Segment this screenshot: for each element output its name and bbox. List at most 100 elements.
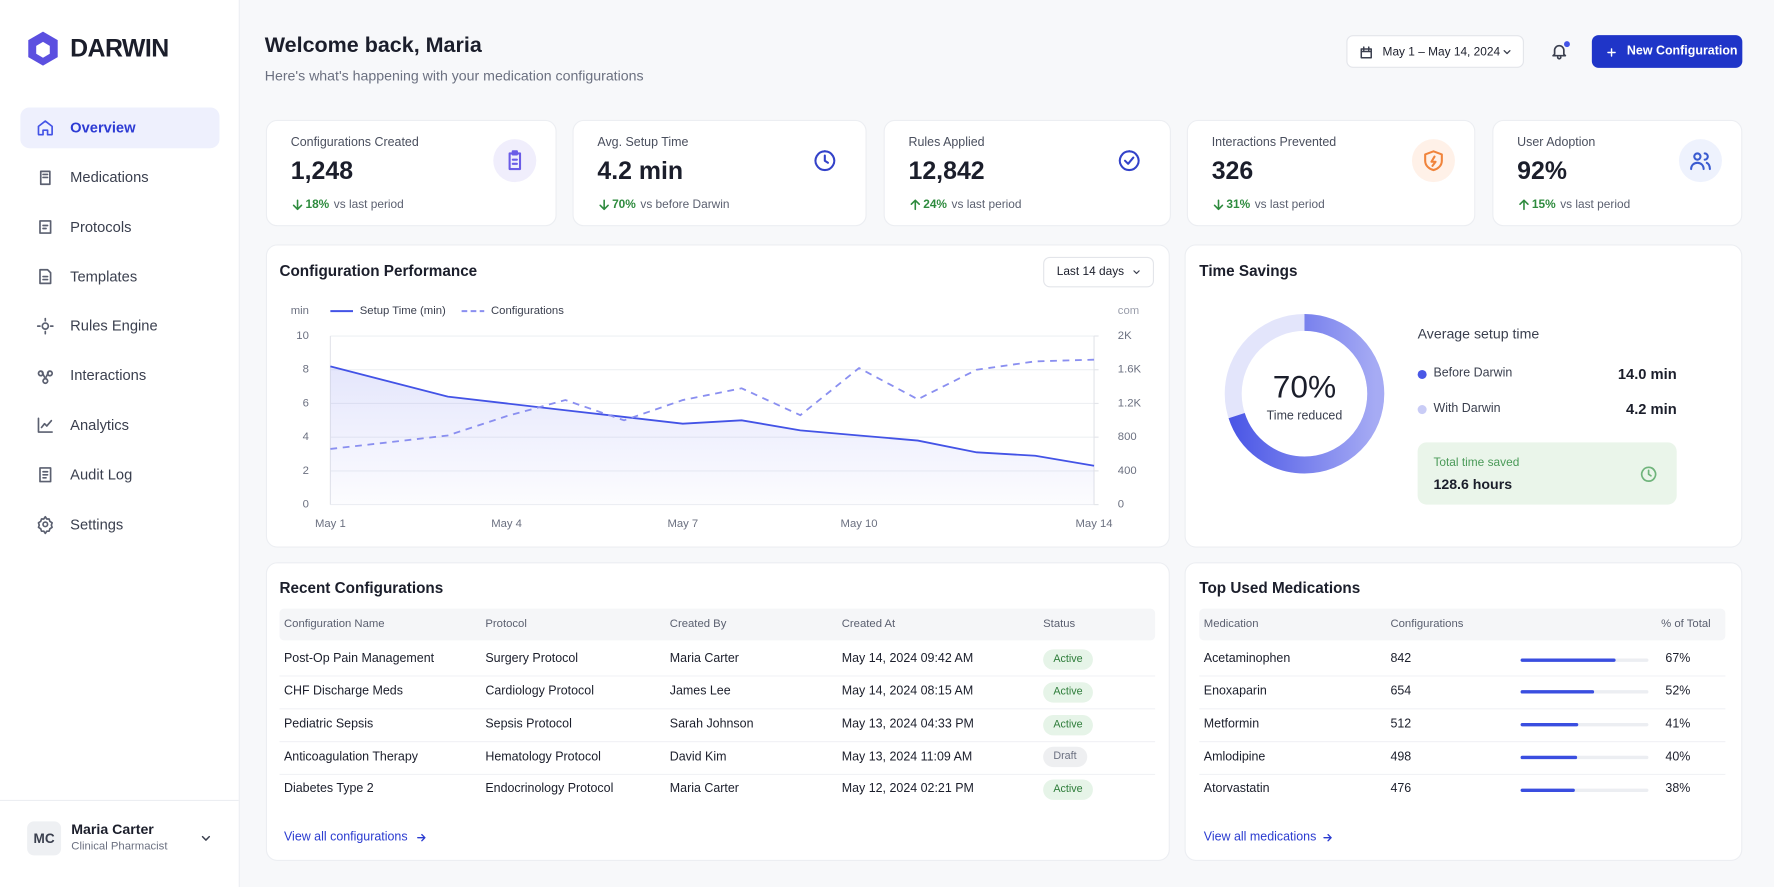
kpi-change: 31% [1226, 197, 1251, 212]
row-divider [1199, 773, 1726, 775]
medication-name: Enoxaparin [1203, 684, 1267, 699]
card-title: Time Savings [1199, 262, 1298, 280]
kpi-note: vs last period [1560, 197, 1631, 212]
savings-row-label: Before Darwin [1433, 367, 1513, 381]
table-cell: May 13, 2024 11:09 AM [841, 749, 973, 764]
bar [1520, 755, 1578, 759]
row-divider [279, 708, 1156, 710]
medication-percent: 41% [1665, 717, 1691, 731]
kpi-label: User Adoption [1517, 136, 1596, 150]
medication-name: Acetaminophen [1203, 652, 1291, 666]
card-title: Configuration Performance [279, 262, 478, 280]
performance-card [265, 244, 1170, 548]
table-cell: May 14, 2024 08:15 AM [841, 684, 974, 699]
column-header: Medication [1203, 617, 1259, 631]
column-header: Configurations [1390, 617, 1464, 631]
kpi-value: 326 [1211, 155, 1254, 185]
table-cell: Anticoagulation Therapy [283, 749, 418, 764]
medication-count: 512 [1390, 717, 1412, 731]
savings-heading: Average setup time [1417, 325, 1540, 342]
recent-card [265, 562, 1170, 861]
kpi-change: 70% [612, 197, 636, 212]
avatar [27, 821, 62, 856]
primary-button-label[interactable]: New Configuration [1626, 44, 1738, 59]
bar-track [1520, 788, 1649, 792]
status-badge: Active [1043, 779, 1093, 800]
table-cell: Hematology Protocol [485, 749, 601, 764]
icon [1552, 44, 1567, 60]
medication-percent: 52% [1665, 684, 1691, 699]
row-divider [1199, 708, 1726, 710]
row-divider [1199, 675, 1726, 677]
bar [1520, 788, 1575, 792]
table-cell: May 14, 2024 09:42 AM [841, 652, 974, 666]
nav-label: Medications [70, 168, 149, 186]
nav-label: Overview [70, 119, 136, 136]
bar [1520, 657, 1616, 662]
nav-label: Analytics [70, 416, 130, 434]
link[interactable]: View all configurations [283, 830, 408, 845]
primary-button[interactable] [1591, 35, 1743, 68]
medication-name: Amlodipine [1203, 749, 1266, 764]
status-badge: Active [1043, 681, 1093, 703]
table-cell: Post-Op Pain Management [283, 652, 435, 666]
column-header: Status [1043, 617, 1076, 631]
row-divider [1199, 740, 1726, 743]
link[interactable]: View all medications [1203, 830, 1317, 845]
column-header: Protocol [485, 617, 527, 631]
nav-label: Rules Engine [70, 317, 158, 335]
card-title: Recent Configurations [279, 579, 444, 597]
date-picker[interactable] [1346, 35, 1524, 68]
bar [1520, 690, 1595, 694]
row-divider [279, 773, 1156, 775]
nav-label: Audit Log [70, 465, 133, 483]
kpi-value: 92% [1517, 155, 1568, 185]
table-cell: Maria Carter [669, 652, 739, 666]
medications-card [1184, 562, 1743, 861]
filter-label[interactable]: Last 14 days [1056, 264, 1125, 278]
medication-count: 654 [1390, 684, 1412, 699]
row-divider [279, 675, 1156, 677]
table-header-bg [1199, 608, 1726, 641]
brand: DARWIN [70, 33, 169, 62]
table-cell: Diabetes Type 2 [283, 782, 374, 796]
page-title: Welcome back, Maria [264, 33, 482, 58]
nav-item[interactable] [20, 107, 220, 149]
nav-label: Templates [70, 267, 138, 285]
kpi-label: Configurations Created [290, 136, 419, 150]
table-cell: David Kim [669, 749, 727, 764]
table-cell: James Lee [669, 684, 731, 699]
sidebar-divider [0, 799, 239, 802]
medication-percent: 38% [1665, 782, 1691, 796]
date-range: May 1 – May 14, 2024 [1382, 44, 1501, 59]
savings-row-value: 14.0 min [1617, 365, 1677, 383]
table-cell: Cardiology Protocol [485, 684, 594, 699]
nav-label: Protocols [70, 218, 132, 236]
kpi-value: 4.2 min [597, 155, 684, 185]
status-badge: Active [1043, 714, 1093, 735]
medication-name: Atorvastatin [1203, 782, 1270, 796]
medication-percent: 67% [1665, 652, 1691, 666]
total-box [1417, 442, 1677, 505]
kpi-card [883, 119, 1171, 227]
kpi-change-row: 24% vs last period [923, 198, 1021, 212]
kpi-change-row: 15% vs last period [1532, 198, 1630, 212]
kpi-note: vs last period [951, 197, 1022, 212]
total-label: Total time saved [1433, 455, 1520, 470]
column-header: % of Total [1661, 617, 1711, 631]
kpi-note: vs last period [333, 197, 404, 212]
table-cell: May 13, 2024 04:33 PM [841, 717, 974, 731]
kpi-change: 15% [1531, 197, 1556, 212]
medication-count: 842 [1390, 652, 1412, 666]
kpi-card [572, 119, 867, 227]
kpi-note: vs before Darwin [640, 197, 730, 212]
medication-count: 476 [1390, 782, 1412, 796]
table-cell: Sarah Johnson [669, 717, 754, 731]
kpi-label: Interactions Prevented [1211, 136, 1337, 150]
savings-row-value: 4.2 min [1626, 400, 1677, 418]
table-cell: Sepsis Protocol [485, 717, 572, 731]
table-cell: Endocrinology Protocol [485, 782, 614, 796]
kpi-value: 12,842 [908, 155, 985, 185]
kpi-note: vs last period [1254, 197, 1325, 212]
